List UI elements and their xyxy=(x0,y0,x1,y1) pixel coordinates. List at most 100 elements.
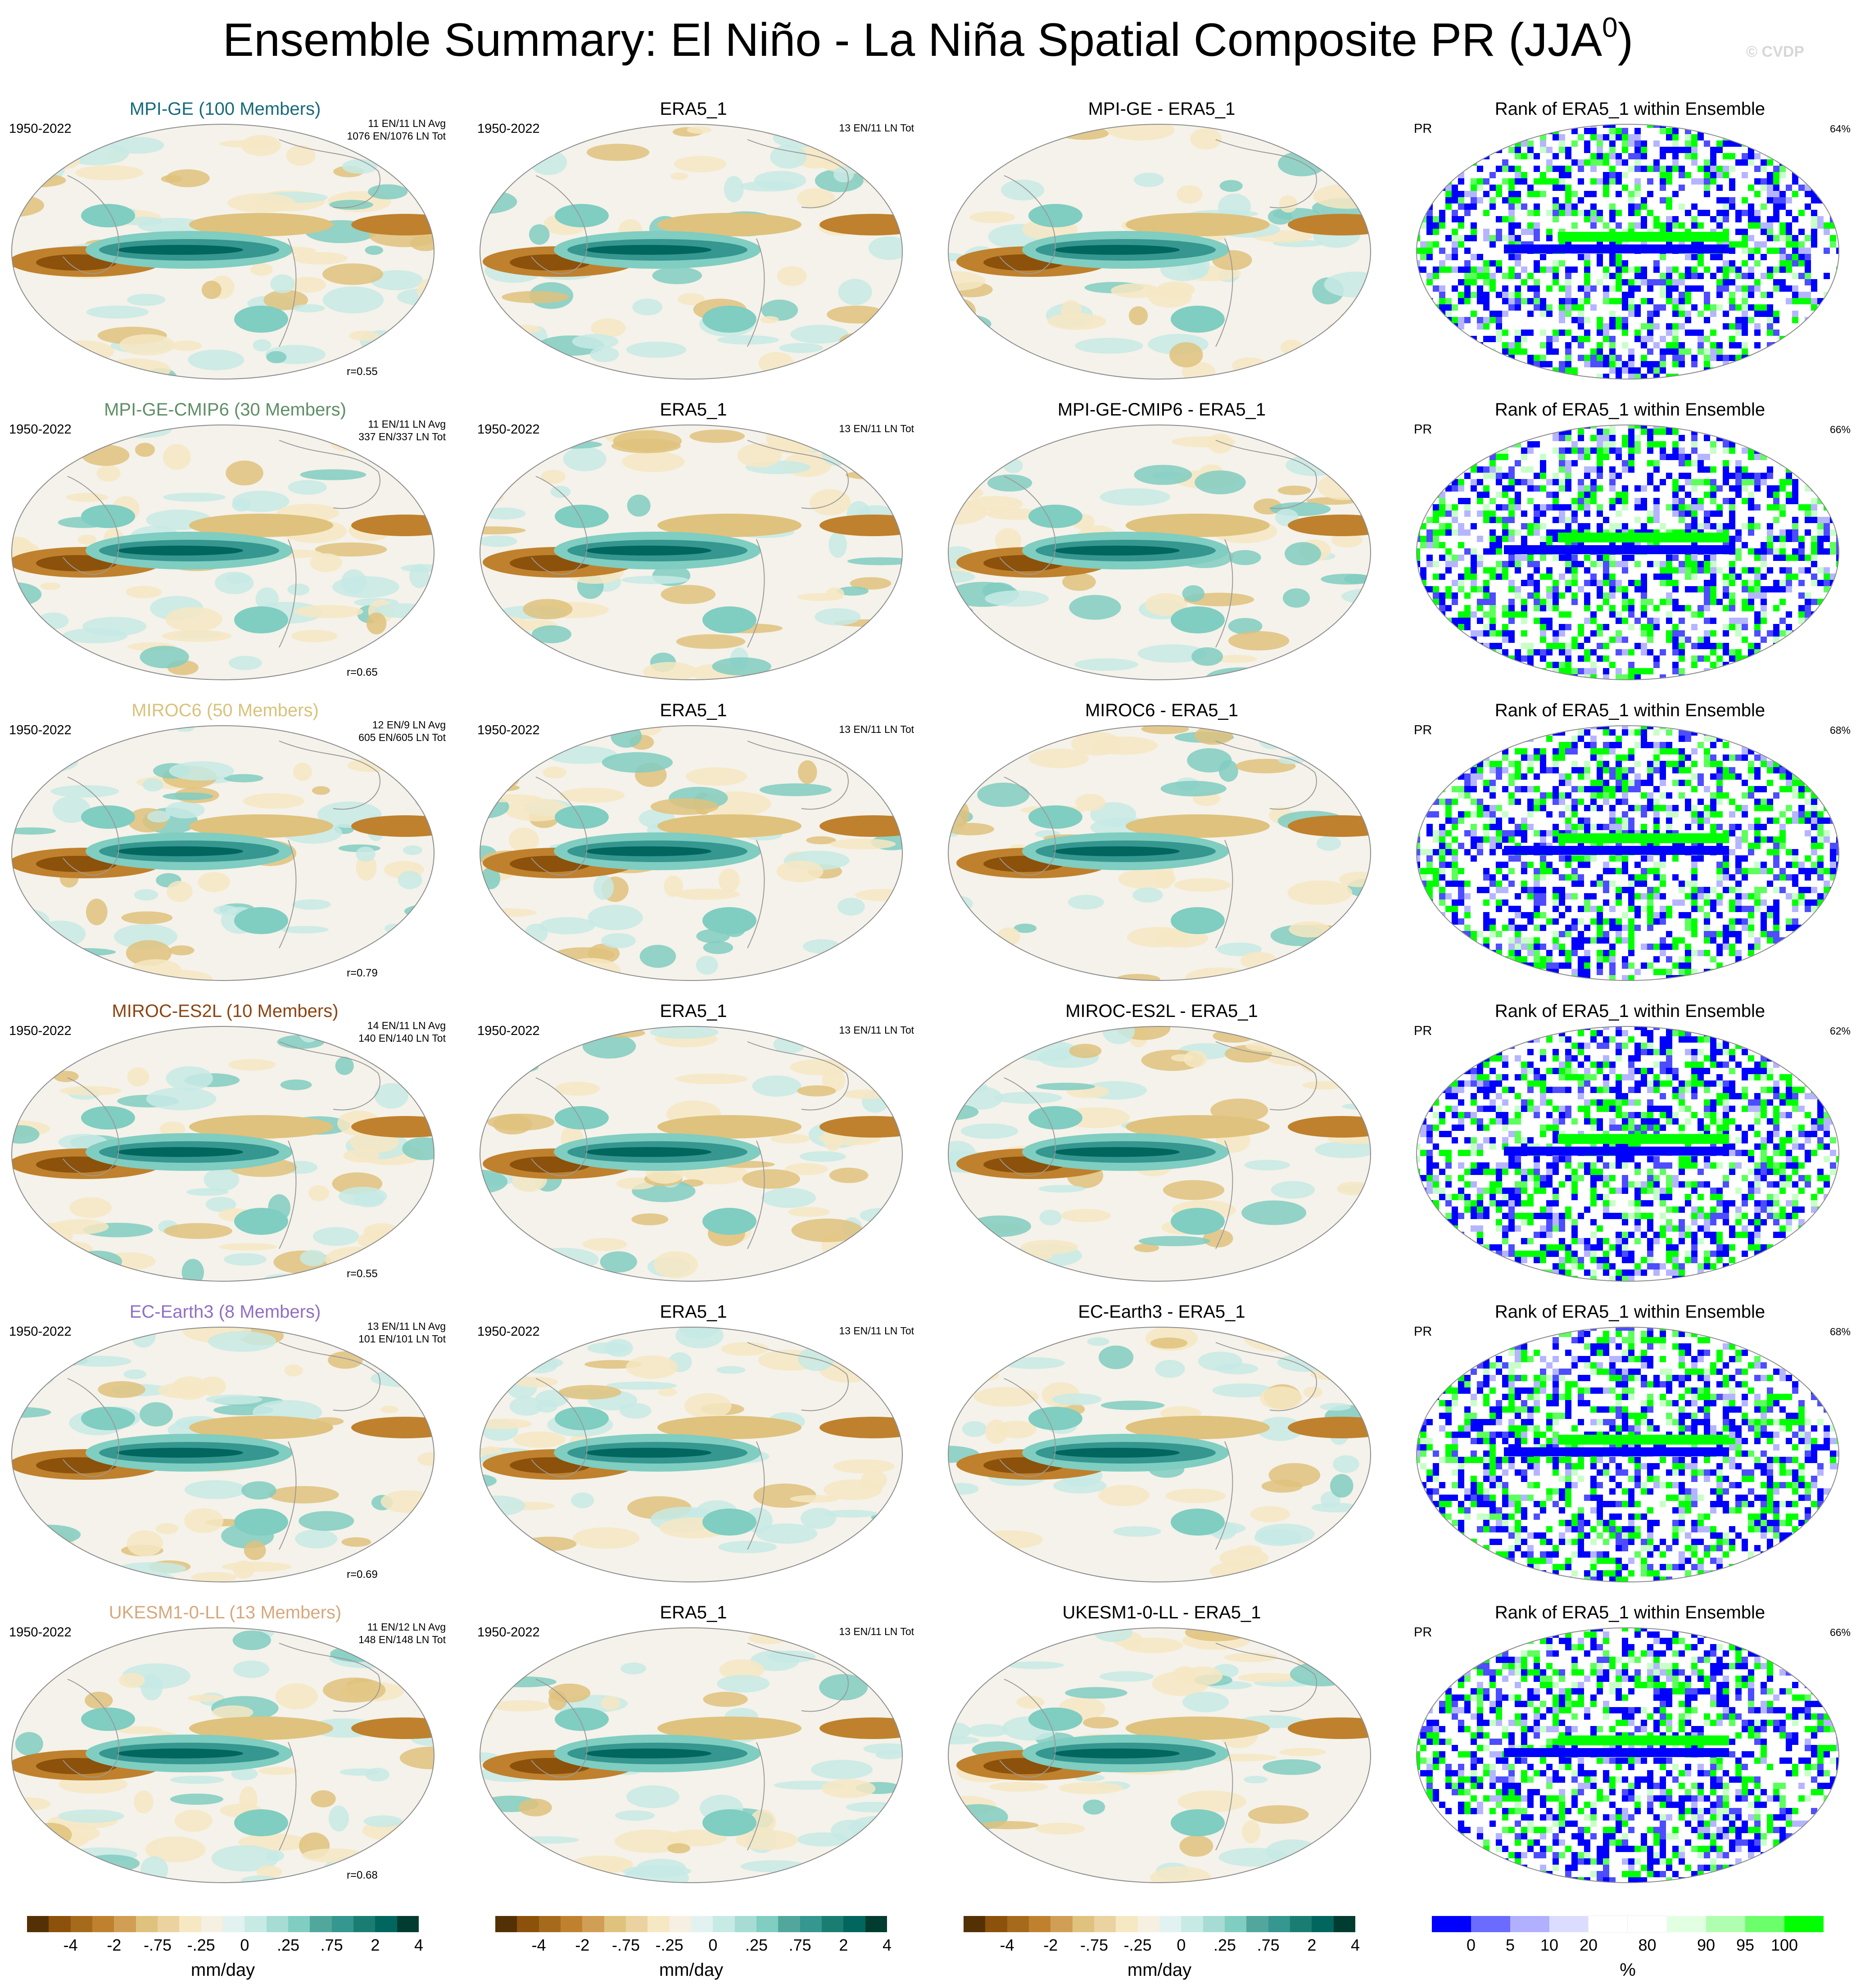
precipitation-map xyxy=(11,124,435,380)
pattern-correlation: r=0.79 xyxy=(347,967,378,979)
colorbar-segment xyxy=(1333,1916,1355,1932)
precipitation-map xyxy=(480,124,903,380)
precipitation-map xyxy=(11,725,435,981)
colorbar-segment xyxy=(1549,1916,1589,1932)
period-label: 1950-2022 xyxy=(477,122,540,136)
precipitation-map xyxy=(480,425,903,680)
colorbar-tick-label: 0 xyxy=(1177,1936,1186,1954)
colorbar-tick-label: .25 xyxy=(1213,1936,1236,1954)
panel-title: Rank of ERA5_1 within Ensemble xyxy=(1494,700,1765,720)
colorbar-segment xyxy=(1225,1916,1247,1932)
colorbar-segment xyxy=(1072,1916,1094,1932)
colorbar-tick-label: 0 xyxy=(240,1936,249,1954)
rank-panel: Rank of ERA5_1 within Ensemble PR 64% xyxy=(1405,99,1855,387)
colorbar-segment xyxy=(310,1916,332,1932)
pattern-correlation: r=0.69 xyxy=(347,1568,378,1581)
colorbar-segment xyxy=(1050,1916,1073,1932)
colorbar-segment xyxy=(1312,1916,1334,1932)
period-label: 1950-2022 xyxy=(9,422,72,437)
colorbar-segment xyxy=(1627,1916,1667,1933)
rank-map xyxy=(1416,1327,1839,1582)
colorbar-segment xyxy=(331,1916,353,1932)
difference-panel: UKESM1-0-LL - ERA5_1 xyxy=(937,1603,1387,1891)
colorbar-tick-label: 20 xyxy=(1579,1936,1598,1954)
colorbar-segment xyxy=(266,1916,288,1932)
rank-percent: 66% xyxy=(1829,1627,1851,1638)
colorbar-segment xyxy=(985,1916,1007,1932)
model-panel: UKESM1-0-LL (13 Members) 1950-2022 11 EN/1… xyxy=(0,1603,450,1891)
precipitation-map xyxy=(480,1327,903,1582)
colorbar-tick-label: 90 xyxy=(1697,1936,1716,1954)
colorbar-segment xyxy=(353,1916,376,1932)
precipitation-map xyxy=(948,1026,1371,1282)
rank-map xyxy=(1416,725,1839,981)
colorbar-tick-label: .25 xyxy=(276,1936,300,1954)
obs-count: 13 EN/11 LN Tot xyxy=(839,423,914,434)
rank-percent: 66% xyxy=(1829,424,1851,435)
panel-title: MIROC-ES2L (10 Members) xyxy=(112,1001,339,1021)
colorbar-segment xyxy=(822,1916,844,1932)
ensemble-counts: 11 EN/11 LN Avg 1076 EN/1076 LN Tot xyxy=(347,117,446,142)
colorbar-tick-label: .75 xyxy=(320,1936,343,1954)
panel-title: Rank of ERA5_1 within Ensemble xyxy=(1494,400,1765,420)
panel-title: Rank of ERA5_1 within Ensemble xyxy=(1494,1603,1765,1622)
colorbar-segment xyxy=(582,1916,604,1932)
period-label: 1950-2022 xyxy=(477,1024,540,1038)
colorbar-segment xyxy=(1159,1916,1182,1932)
period-label: 1950-2022 xyxy=(477,1625,540,1640)
obs-count: 13 EN/11 LN Tot xyxy=(839,1626,914,1637)
obs-count: 13 EN/11 LN Tot xyxy=(839,1024,914,1036)
difference-panel: MPI-GE - ERA5_1 xyxy=(937,99,1387,387)
colorbar-tick-label: 10 xyxy=(1540,1936,1559,1954)
colorbar-segment xyxy=(1246,1916,1268,1932)
panel-title: MIROC-ES2L - ERA5_1 xyxy=(1065,1001,1258,1021)
pattern-correlation: r=0.68 xyxy=(347,1869,378,1881)
ensemble-counts: 14 EN/11 LN Avg 140 EN/140 LN Tot xyxy=(358,1019,446,1044)
pattern-correlation: r=0.55 xyxy=(347,1268,378,1280)
rank-panel: Rank of ERA5_1 within Ensemble PR 66% xyxy=(1405,1603,1855,1891)
rank-percent: 64% xyxy=(1829,123,1851,135)
colorbar-tick-label: -.75 xyxy=(143,1936,172,1954)
panel-title: ERA5_1 xyxy=(660,400,727,420)
colorbar-segment xyxy=(1432,1916,1471,1932)
colorbar-tick-label: 80 xyxy=(1638,1936,1657,1954)
panel-title: ERA5_1 xyxy=(660,99,727,119)
rank-map xyxy=(1416,124,1839,380)
precipitation-map xyxy=(948,1627,1371,1883)
rank-map xyxy=(1416,1627,1839,1883)
panel-title: MIROC6 (50 Members) xyxy=(131,700,319,720)
period-label: 1950-2022 xyxy=(9,1324,72,1339)
colorbar-segment xyxy=(1094,1916,1116,1932)
ensemble-counts: 11 EN/12 LN Avg 148 EN/148 LN Tot xyxy=(358,1621,446,1646)
colorbar-segment xyxy=(244,1916,267,1932)
figure-title: Ensemble Summary: El Niño - La Niña Spat… xyxy=(0,12,1856,67)
colorbar-tick-label: -.75 xyxy=(1080,1936,1109,1954)
rank-map xyxy=(1416,1026,1839,1282)
precipitation-map xyxy=(948,725,1371,981)
precipitation-map xyxy=(948,1327,1371,1582)
precipitation-map xyxy=(480,1026,903,1282)
model-panel: EC-Earth3 (8 Members) 1950-2022 13 EN/11 L… xyxy=(0,1302,450,1590)
colorbar-segment xyxy=(288,1916,310,1932)
panel-title: MPI-GE-CMIP6 - ERA5_1 xyxy=(1057,400,1266,420)
rank-percent: 68% xyxy=(1829,724,1851,736)
cvdp-watermark: © CVDP xyxy=(1746,43,1804,60)
total-count: 337 EN/337 LN Tot xyxy=(358,431,446,443)
colorbar-tick-label: 0 xyxy=(1466,1936,1476,1954)
colorbar-segment xyxy=(1588,1916,1628,1933)
colorbar-segment xyxy=(1116,1916,1138,1932)
title-close: ) xyxy=(1617,14,1634,66)
pattern-correlation: r=0.65 xyxy=(347,666,378,678)
obs-panel: ERA5_1 1950-2022 13 EN/11 LN Tot xyxy=(468,99,919,387)
period-label: 1950-2022 xyxy=(9,723,72,737)
colorbar-tick-label: -2 xyxy=(1043,1936,1058,1954)
colorbar-segment xyxy=(1268,1916,1290,1932)
panel-title: EC-Earth3 (8 Members) xyxy=(129,1302,321,1322)
colorbar-segment xyxy=(27,1916,49,1932)
total-count: 101 EN/101 LN Tot xyxy=(358,1333,446,1345)
panel-title: ERA5_1 xyxy=(660,1302,727,1322)
precipitation-map xyxy=(948,425,1371,680)
avg-count: 14 EN/11 LN Avg xyxy=(367,1020,446,1031)
period-label: 1950-2022 xyxy=(9,122,72,136)
colorbar-segment xyxy=(713,1916,735,1932)
